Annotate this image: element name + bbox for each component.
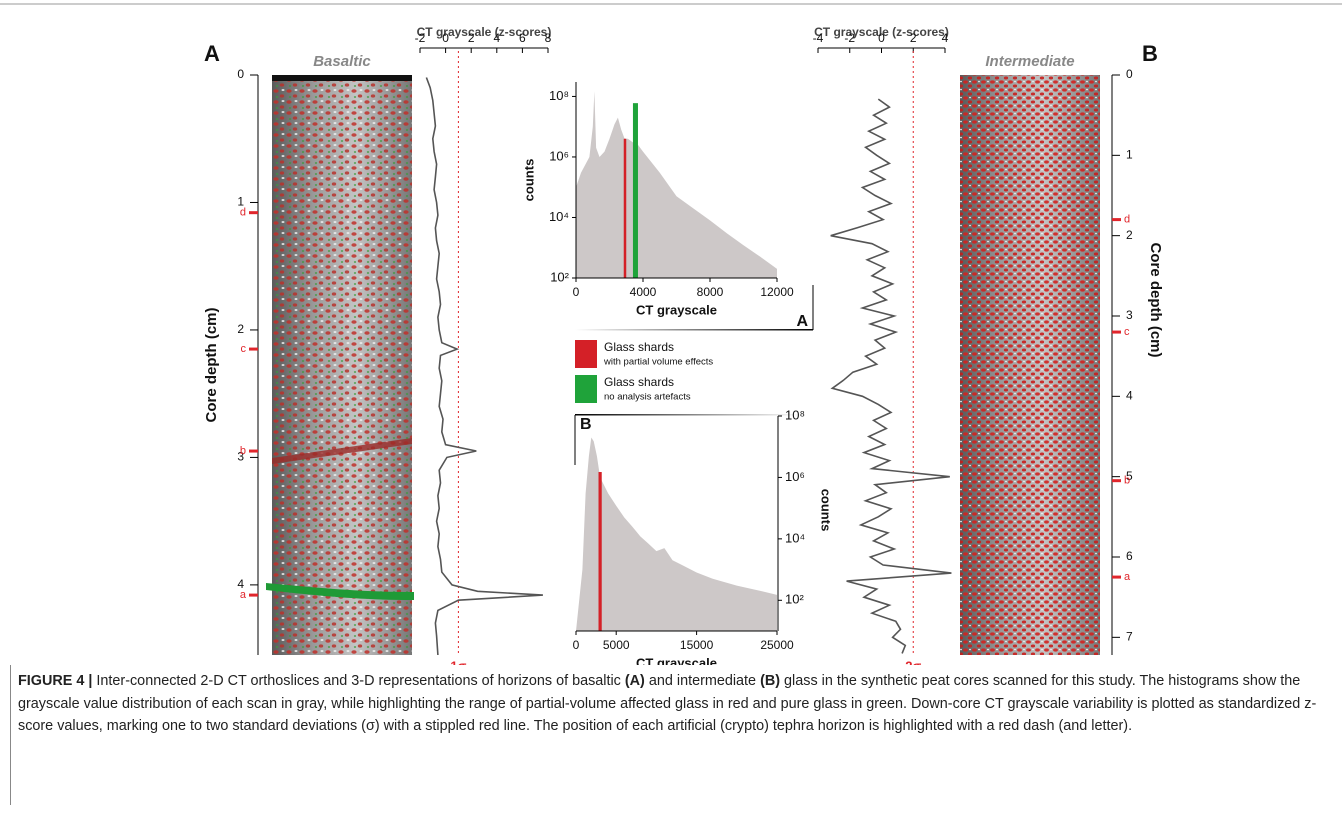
horizon-label: c bbox=[241, 343, 247, 355]
figure: A Basaltic B Intermediate CT grayscale (z-sc… bbox=[0, 3, 1342, 665]
horizon-label: c bbox=[1124, 326, 1130, 338]
legend-name: Glass shards bbox=[604, 340, 674, 354]
highlight-bar bbox=[598, 472, 602, 631]
legend-note: with partial volume effects bbox=[603, 357, 713, 368]
caption-text: glass in the synthetic peat cores scanne… bbox=[18, 673, 1317, 734]
x-axis-label: CT grayscale bbox=[636, 302, 717, 317]
histogram-panel-label: B bbox=[580, 416, 592, 433]
horizon-label: a bbox=[240, 589, 247, 601]
depth-tick-label: 4 bbox=[1126, 389, 1133, 403]
caption-bold: (B) bbox=[760, 673, 781, 689]
y-tick-label: 10² bbox=[785, 592, 804, 607]
x-tick-label: 15000 bbox=[680, 638, 714, 652]
x-tick-label: 2 bbox=[468, 31, 475, 45]
caption-text: Inter-connected 2-D CT orthoslices and 3… bbox=[92, 673, 625, 689]
x-tick-label: 5000 bbox=[603, 638, 630, 652]
threshold-label: 2σ bbox=[905, 658, 921, 665]
depth-tick-label: 4 bbox=[237, 577, 244, 591]
x-tick-label: 0 bbox=[573, 285, 580, 299]
horizon-label: d bbox=[1124, 214, 1130, 226]
x-tick-label: -4 bbox=[813, 31, 824, 45]
x-tick-label: 0 bbox=[442, 31, 449, 45]
depth-axis-label: Core depth (cm) bbox=[1147, 242, 1164, 357]
depth-tick-label: 3 bbox=[237, 450, 244, 464]
core-speckle bbox=[960, 75, 1100, 655]
y-axis-label: counts bbox=[819, 489, 834, 532]
depth-tick-label: 2 bbox=[1126, 228, 1133, 242]
panel-label: A bbox=[204, 41, 220, 66]
y-tick-label: 10⁴ bbox=[549, 209, 569, 224]
y-tick-label: 10⁴ bbox=[785, 530, 805, 545]
horizon-label: b bbox=[240, 445, 246, 457]
x-tick-label: -2 bbox=[415, 31, 426, 45]
core-top bbox=[272, 75, 412, 81]
frame-line bbox=[575, 414, 800, 416]
horizon-label: b bbox=[1124, 475, 1130, 487]
x-tick-label: 8 bbox=[545, 31, 552, 45]
core-speckle bbox=[272, 80, 412, 655]
histogram-area bbox=[576, 91, 777, 278]
horizon-label: a bbox=[1124, 571, 1131, 583]
core-title: Basaltic bbox=[313, 53, 371, 70]
legend-name: Glass shards bbox=[604, 375, 674, 389]
x-axis-label: CT grayscale bbox=[636, 655, 717, 665]
histogram-panel-label: A bbox=[796, 313, 808, 330]
caption-text: and intermediate bbox=[644, 673, 761, 689]
depth-tick-label: 3 bbox=[1126, 308, 1133, 322]
depth-tick-label: 5 bbox=[1126, 469, 1133, 483]
caption-rule bbox=[10, 665, 11, 805]
core-layer bbox=[266, 583, 414, 600]
panel-label: B bbox=[1142, 41, 1158, 66]
y-axis-label: counts bbox=[521, 159, 536, 202]
legend-swatch bbox=[575, 340, 597, 368]
y-tick-label: 10² bbox=[550, 269, 569, 284]
x-tick-label: -2 bbox=[844, 31, 855, 45]
depth-tick-label: 7 bbox=[1126, 629, 1133, 643]
depth-tick-label: 1 bbox=[1126, 148, 1133, 162]
core-layer bbox=[272, 438, 412, 464]
core-title: Intermediate bbox=[985, 53, 1074, 70]
caption-bold: (A) bbox=[624, 673, 645, 689]
x-tick-label: 2 bbox=[910, 31, 917, 45]
profile-title: CT grayscale (z-scores) bbox=[814, 25, 949, 39]
profile-line bbox=[830, 98, 952, 654]
x-tick-label: 6 bbox=[519, 31, 526, 45]
x-tick-label: 4 bbox=[493, 31, 500, 45]
depth-axis-label: Core depth (cm) bbox=[203, 307, 220, 422]
histogram-area bbox=[576, 437, 777, 631]
y-tick-label: 10⁸ bbox=[785, 407, 805, 422]
legend-swatch bbox=[575, 375, 597, 403]
profile-title: CT grayscale (z-scores) bbox=[417, 25, 552, 39]
profile-line bbox=[425, 77, 543, 656]
x-tick-label: 0 bbox=[573, 638, 580, 652]
highlight-bar bbox=[632, 103, 638, 278]
frame-line bbox=[575, 329, 813, 331]
y-tick-label: 10⁸ bbox=[549, 88, 569, 103]
x-tick-label: 25000 bbox=[760, 638, 794, 652]
x-tick-label: 4000 bbox=[630, 285, 657, 299]
x-tick-label: 0 bbox=[878, 31, 885, 45]
x-tick-label: 12000 bbox=[760, 285, 794, 299]
depth-tick-label: 0 bbox=[237, 67, 244, 81]
x-tick-label: 8000 bbox=[697, 285, 724, 299]
depth-tick-label: 1 bbox=[237, 195, 244, 209]
depth-tick-label: 2 bbox=[237, 322, 244, 336]
threshold-label: 1σ bbox=[450, 658, 466, 665]
x-tick-label: 4 bbox=[942, 31, 949, 45]
caption-label: FIGURE 4 | bbox=[18, 673, 93, 689]
highlight-bar bbox=[623, 138, 627, 278]
horizon-label: d bbox=[240, 207, 246, 219]
legend-note: no analysis artefacts bbox=[604, 392, 691, 403]
depth-tick-label: 0 bbox=[1126, 67, 1133, 81]
depth-tick-label: 6 bbox=[1126, 549, 1133, 563]
y-tick-label: 10⁶ bbox=[785, 469, 805, 484]
caption: FIGURE 4 | Inter-connected 2-D CT orthos… bbox=[18, 670, 1318, 738]
y-tick-label: 10⁶ bbox=[549, 148, 569, 163]
